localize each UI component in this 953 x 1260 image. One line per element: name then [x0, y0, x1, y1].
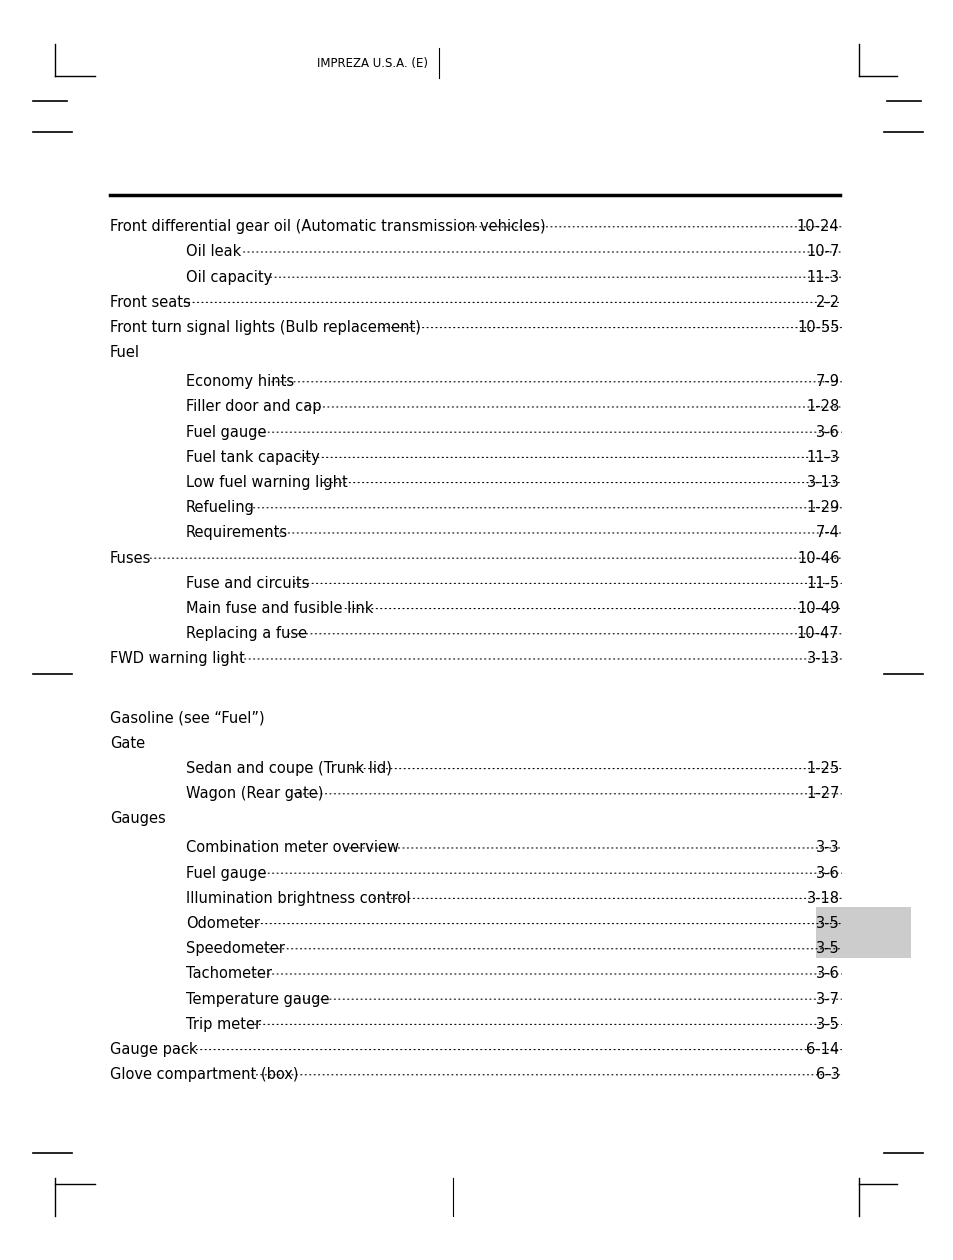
Text: Refueling: Refueling	[186, 500, 254, 515]
Text: 3-6: 3-6	[815, 425, 839, 440]
Text: Gasoline (see “Fuel”): Gasoline (see “Fuel”)	[110, 711, 264, 726]
Text: Sedan and coupe (Trunk lid): Sedan and coupe (Trunk lid)	[186, 761, 392, 776]
Text: Requirements: Requirements	[186, 525, 288, 541]
Text: FWD warning light: FWD warning light	[110, 651, 244, 667]
Text: 3-7: 3-7	[815, 992, 839, 1007]
Text: 3-3: 3-3	[815, 840, 839, 856]
Bar	[815, 907, 910, 958]
Text: 6-3: 6-3	[815, 1067, 839, 1082]
Text: 3-13: 3-13	[806, 651, 839, 667]
Text: 3-6: 3-6	[815, 966, 839, 982]
Text: 10-47: 10-47	[796, 626, 839, 641]
Text: Fuses: Fuses	[110, 551, 151, 566]
Text: Speedometer: Speedometer	[186, 941, 285, 956]
Text: Oil leak: Oil leak	[186, 244, 241, 260]
Text: IMPREZA U.S.A. (E): IMPREZA U.S.A. (E)	[316, 57, 427, 69]
Text: Filler door and cap: Filler door and cap	[186, 399, 321, 415]
Text: 10-46: 10-46	[796, 551, 839, 566]
Text: Gauges: Gauges	[110, 811, 165, 827]
Text: Front differential gear oil (Automatic transmission vehicles): Front differential gear oil (Automatic t…	[110, 219, 545, 234]
Text: Low fuel warning light: Low fuel warning light	[186, 475, 348, 490]
Text: 7-4: 7-4	[815, 525, 839, 541]
Text: 3-5: 3-5	[815, 941, 839, 956]
Text: 10-49: 10-49	[796, 601, 839, 616]
Text: 10-7: 10-7	[805, 244, 839, 260]
Text: Odometer: Odometer	[186, 916, 259, 931]
Text: 3-18: 3-18	[805, 891, 839, 906]
Text: 3-5: 3-5	[815, 1017, 839, 1032]
Text: 1-25: 1-25	[805, 761, 839, 776]
Text: Illumination brightness control: Illumination brightness control	[186, 891, 410, 906]
Text: Front turn signal lights (Bulb replacement): Front turn signal lights (Bulb replaceme…	[110, 320, 420, 335]
Text: Gauge pack: Gauge pack	[110, 1042, 197, 1057]
Text: Front seats: Front seats	[110, 295, 191, 310]
Text: 7-9: 7-9	[815, 374, 839, 389]
Text: Gate: Gate	[110, 736, 145, 751]
Text: 1-28: 1-28	[805, 399, 839, 415]
Text: Economy hints: Economy hints	[186, 374, 294, 389]
Text: 1-29: 1-29	[805, 500, 839, 515]
Text: 2-2: 2-2	[815, 295, 839, 310]
Text: Fuse and circuits: Fuse and circuits	[186, 576, 309, 591]
Text: Temperature gauge: Temperature gauge	[186, 992, 329, 1007]
Text: Fuel gauge: Fuel gauge	[186, 866, 266, 881]
Text: Replacing a fuse: Replacing a fuse	[186, 626, 307, 641]
Text: 10-24: 10-24	[796, 219, 839, 234]
Text: Main fuse and fusible link: Main fuse and fusible link	[186, 601, 373, 616]
Text: Tachometer: Tachometer	[186, 966, 272, 982]
Text: Glove compartment (box): Glove compartment (box)	[110, 1067, 298, 1082]
Text: 3-6: 3-6	[815, 866, 839, 881]
Text: Oil capacity: Oil capacity	[186, 270, 272, 285]
Text: Trip meter: Trip meter	[186, 1017, 261, 1032]
Text: 3-13: 3-13	[806, 475, 839, 490]
Text: Combination meter overview: Combination meter overview	[186, 840, 398, 856]
Text: 11-5: 11-5	[805, 576, 839, 591]
Text: 3-5: 3-5	[815, 916, 839, 931]
Text: Wagon (Rear gate): Wagon (Rear gate)	[186, 786, 323, 801]
Text: Fuel gauge: Fuel gauge	[186, 425, 266, 440]
Text: Fuel: Fuel	[110, 345, 139, 360]
Text: 6-14: 6-14	[805, 1042, 839, 1057]
Text: 11-3: 11-3	[805, 270, 839, 285]
Text: 10-55: 10-55	[796, 320, 839, 335]
Text: 11-3: 11-3	[805, 450, 839, 465]
Text: 1-27: 1-27	[805, 786, 839, 801]
Text: Fuel tank capacity: Fuel tank capacity	[186, 450, 319, 465]
